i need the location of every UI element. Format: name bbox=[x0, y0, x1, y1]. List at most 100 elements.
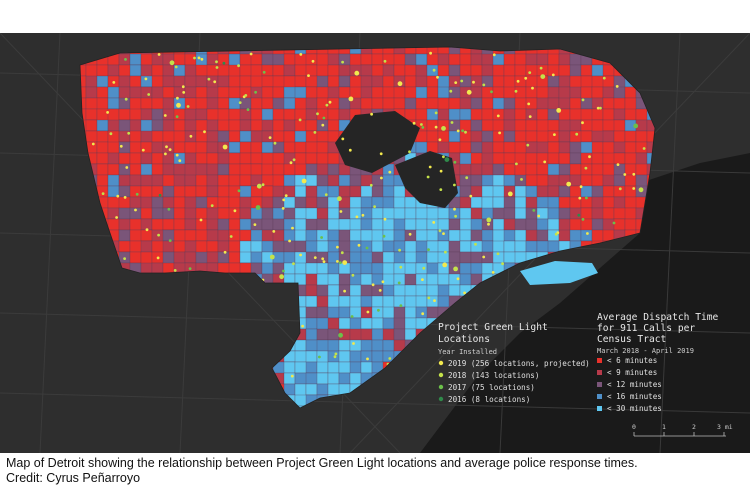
census-tract bbox=[371, 86, 384, 99]
census-tract bbox=[448, 64, 461, 77]
census-tract bbox=[140, 97, 153, 110]
census-tract bbox=[525, 229, 538, 242]
green-light-point bbox=[337, 196, 342, 202]
census-tract bbox=[613, 163, 626, 176]
census-tract bbox=[272, 218, 285, 231]
census-tract bbox=[283, 251, 296, 264]
census-tract bbox=[261, 163, 274, 176]
census-tract bbox=[459, 262, 472, 275]
green-light-point bbox=[222, 61, 226, 65]
census-tract bbox=[492, 64, 505, 77]
green-light-point bbox=[340, 251, 344, 255]
green-light-point bbox=[453, 183, 456, 187]
legend-dispatch-subtitle: March 2018 - April 2019 bbox=[597, 347, 694, 355]
census-tract bbox=[327, 119, 340, 132]
census-tract bbox=[481, 262, 494, 275]
green-light-point bbox=[299, 253, 302, 257]
census-tract bbox=[558, 141, 571, 154]
belle-isle bbox=[520, 261, 598, 285]
census-tract bbox=[404, 207, 417, 220]
census-tract bbox=[338, 350, 351, 363]
green-light-point bbox=[336, 260, 339, 263]
green-light-point bbox=[527, 102, 531, 106]
census-tract bbox=[536, 108, 549, 121]
green-light-point bbox=[109, 132, 113, 136]
green-light-point bbox=[616, 163, 620, 167]
census-tract bbox=[250, 141, 263, 154]
census-tract bbox=[382, 185, 395, 198]
green-light-point bbox=[333, 355, 337, 359]
green-light-point bbox=[168, 148, 172, 151]
census-tract bbox=[294, 240, 307, 253]
census-tract bbox=[140, 207, 153, 220]
green-light-point bbox=[531, 86, 534, 90]
census-tract bbox=[371, 273, 384, 286]
green-light-point bbox=[366, 310, 370, 314]
census-tract bbox=[393, 64, 406, 77]
green-light-point bbox=[584, 166, 588, 170]
census-tract bbox=[426, 229, 439, 242]
green-light-point bbox=[244, 94, 248, 97]
census-tract bbox=[261, 119, 274, 132]
census-tract bbox=[591, 218, 604, 231]
green-light-point bbox=[464, 130, 467, 134]
census-tract bbox=[470, 251, 483, 264]
green-light-point bbox=[135, 192, 139, 196]
green-light-point bbox=[444, 157, 450, 162]
census-tract bbox=[349, 185, 362, 198]
census-tract bbox=[305, 317, 318, 330]
census-tract bbox=[173, 251, 186, 264]
census-tract bbox=[338, 306, 351, 319]
census-tract bbox=[118, 218, 131, 231]
census-tract bbox=[503, 53, 516, 66]
census-tract bbox=[580, 163, 593, 176]
green-light-point bbox=[439, 169, 443, 173]
census-tract bbox=[503, 229, 516, 242]
scale-tick-3mi: 3 mi bbox=[717, 423, 733, 431]
green-light-point bbox=[334, 352, 338, 356]
green-light-point bbox=[398, 248, 401, 252]
census-tract bbox=[217, 163, 230, 176]
census-tract bbox=[261, 240, 274, 253]
green-light-point bbox=[338, 332, 343, 338]
census-tract bbox=[261, 53, 274, 66]
census-tract bbox=[272, 64, 285, 77]
census-tract bbox=[360, 196, 373, 209]
green-light-point bbox=[615, 85, 619, 88]
census-tract bbox=[316, 174, 329, 187]
census-tract bbox=[393, 328, 406, 341]
census-tract bbox=[569, 229, 582, 242]
census-tract bbox=[624, 207, 637, 220]
census-tract bbox=[239, 251, 252, 264]
green-light-point bbox=[144, 77, 148, 81]
green-light-point bbox=[299, 53, 303, 56]
green-light-point bbox=[188, 267, 192, 270]
green-light-point bbox=[157, 233, 161, 237]
census-tract bbox=[470, 53, 483, 66]
green-light-point bbox=[115, 216, 118, 219]
green-light-point bbox=[125, 166, 129, 169]
census-tract bbox=[393, 218, 406, 231]
census-tract bbox=[371, 295, 384, 308]
census-tract bbox=[514, 108, 527, 121]
green-light-point bbox=[145, 228, 149, 232]
census-tract bbox=[371, 339, 384, 352]
green-light-point bbox=[444, 250, 447, 254]
green-light-point bbox=[357, 243, 361, 247]
census-tract bbox=[272, 240, 285, 253]
census-tract bbox=[349, 229, 362, 242]
census-tract bbox=[96, 86, 109, 99]
green-light-point bbox=[618, 187, 622, 191]
census-tract bbox=[349, 218, 362, 231]
green-light-point bbox=[427, 248, 430, 252]
census-tract bbox=[503, 207, 516, 220]
census-tract bbox=[272, 119, 285, 132]
legend-item-6min: < 6 minutes bbox=[607, 356, 657, 365]
legend-swatch-9min bbox=[597, 370, 602, 375]
census-tract bbox=[470, 163, 483, 176]
green-light-point bbox=[482, 83, 486, 87]
census-tract bbox=[360, 273, 373, 286]
census-tract bbox=[140, 229, 153, 242]
census-tract bbox=[635, 141, 648, 154]
census-tract bbox=[602, 108, 615, 121]
